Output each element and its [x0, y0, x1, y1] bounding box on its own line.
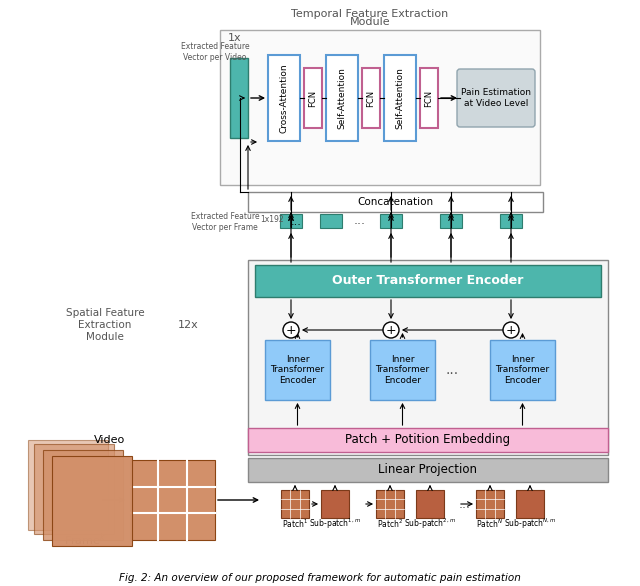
Text: Extracted Feature
Vector per Frame: Extracted Feature Vector per Frame	[191, 212, 259, 231]
Bar	[420, 68, 438, 128]
Text: Video: Video	[94, 435, 125, 445]
Text: Temporal Feature Extraction: Temporal Feature Extraction	[291, 9, 449, 19]
Bar	[476, 490, 504, 518]
Bar	[490, 340, 555, 400]
Text: ...: ...	[354, 214, 366, 227]
Text: Inner
Transformer
Encoder: Inner Transformer Encoder	[495, 355, 550, 385]
Text: Module: Module	[349, 17, 390, 27]
Bar	[248, 260, 608, 455]
Text: FCN: FCN	[367, 90, 376, 107]
Bar	[255, 265, 601, 297]
Text: Sub-patch$^{N,m}$: Sub-patch$^{N,m}$	[504, 517, 556, 531]
Text: FCN: FCN	[424, 90, 433, 107]
Text: Patch$^N$: Patch$^N$	[476, 518, 504, 530]
Text: Inner
Transformer
Encoder: Inner Transformer Encoder	[271, 355, 324, 385]
Bar	[130, 460, 215, 540]
Text: Fig. 2: An overview of our proposed framework for automatic pain estimation: Fig. 2: An overview of our proposed fram…	[119, 573, 521, 583]
Bar	[268, 55, 300, 141]
Text: Patch + Potition Embedding: Patch + Potition Embedding	[346, 434, 511, 447]
Text: Patch$^1$: Patch$^1$	[282, 518, 308, 530]
Circle shape	[503, 322, 519, 338]
Bar	[230, 58, 248, 138]
Text: ...: ...	[291, 217, 301, 227]
Text: Self-Attention: Self-Attention	[396, 67, 404, 129]
Bar	[280, 214, 302, 228]
Text: Sub-patch$^{2,m}$: Sub-patch$^{2,m}$	[404, 517, 456, 531]
Text: FCN: FCN	[308, 90, 317, 107]
Text: Extracted Feature
Vector per Video: Extracted Feature Vector per Video	[180, 42, 250, 62]
Bar	[52, 456, 132, 546]
Bar	[516, 490, 544, 518]
Text: Patch$^2$: Patch$^2$	[377, 518, 403, 530]
Bar	[416, 490, 444, 518]
Bar	[362, 68, 380, 128]
Bar	[281, 490, 309, 518]
Text: Inner
Transformer
Encoder: Inner Transformer Encoder	[376, 355, 429, 385]
Bar	[440, 214, 462, 228]
Text: Outer Transformer Encoder: Outer Transformer Encoder	[332, 274, 524, 288]
Text: Concatenation: Concatenation	[357, 197, 433, 207]
Text: Spatial Feature
Extraction
Module: Spatial Feature Extraction Module	[66, 308, 144, 342]
Bar	[220, 30, 540, 185]
Bar	[248, 192, 543, 212]
Text: +: +	[285, 323, 296, 336]
Text: 1x: 1x	[228, 33, 242, 43]
Text: ...: ...	[459, 498, 471, 510]
Text: Linear Projection: Linear Projection	[378, 464, 477, 476]
FancyBboxPatch shape	[457, 69, 535, 127]
Bar	[43, 450, 123, 540]
Text: Cross-Attention: Cross-Attention	[280, 63, 289, 133]
Bar	[248, 458, 608, 482]
Bar	[326, 55, 358, 141]
Bar	[370, 340, 435, 400]
Text: Frame$^k$: Frame$^k$	[64, 532, 106, 548]
Text: 1x192: 1x192	[260, 216, 284, 224]
Bar	[500, 214, 522, 228]
Text: Pain Estimation
at Video Level: Pain Estimation at Video Level	[461, 88, 531, 108]
Bar	[28, 440, 108, 530]
Text: 12x: 12x	[178, 320, 198, 330]
Bar	[34, 444, 114, 534]
Text: Sub-patch$^{1,m}$: Sub-patch$^{1,m}$	[309, 517, 361, 531]
Text: +: +	[506, 323, 516, 336]
Bar	[376, 490, 404, 518]
Bar	[248, 428, 608, 452]
Text: ...: ...	[445, 363, 459, 377]
Text: +: +	[386, 323, 396, 336]
Bar	[265, 340, 330, 400]
Bar	[321, 490, 349, 518]
Text: Self-Attention: Self-Attention	[337, 67, 346, 129]
Bar	[380, 214, 402, 228]
Bar	[320, 214, 342, 228]
Bar	[304, 68, 322, 128]
Circle shape	[383, 322, 399, 338]
Bar	[384, 55, 416, 141]
Circle shape	[283, 322, 299, 338]
